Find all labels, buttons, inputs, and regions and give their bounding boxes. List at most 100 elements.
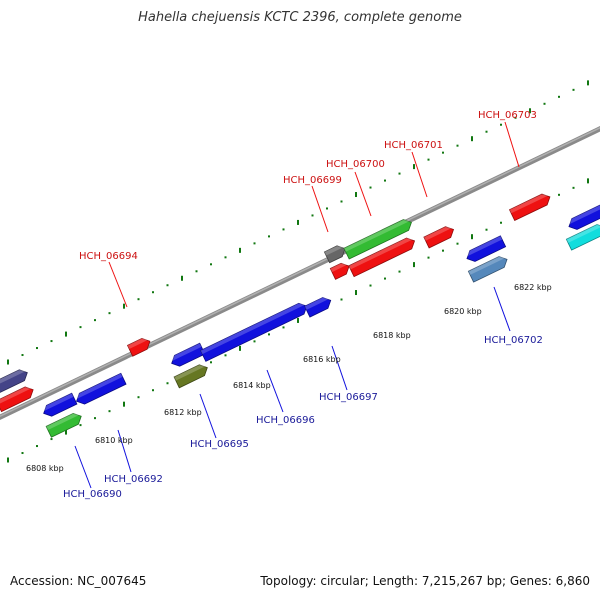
lower-scale-tick xyxy=(166,382,169,385)
gene-label-top: HCH_06699 xyxy=(283,175,342,186)
lower-scale-tick xyxy=(137,396,140,399)
gene-label-bottom: HCH_06702 xyxy=(484,335,543,346)
topology-text: Topology: circular; Length: 7,215,267 bp… xyxy=(260,574,590,588)
upper-scale-tick xyxy=(224,256,227,259)
upper-scale-tick xyxy=(340,200,343,203)
gene-olive xyxy=(173,364,208,389)
lower-scale-tick xyxy=(108,410,111,413)
upper-scale-tick xyxy=(239,247,241,253)
upper-scale-tick xyxy=(36,347,38,350)
gene-label-top: HCH_06694 xyxy=(79,251,138,262)
upper-scale-tick xyxy=(311,214,314,217)
upper-scale-tick xyxy=(500,123,502,126)
upper-scale-tick xyxy=(268,235,270,238)
gene-label-bottom: HCH_06690 xyxy=(63,489,122,500)
upper-scale-tick xyxy=(137,298,140,301)
upper-scale-tick xyxy=(355,192,357,198)
gene-label-top: HCH_06701 xyxy=(384,140,443,151)
lower-scale-tick xyxy=(36,445,38,448)
upper-scale-tick xyxy=(166,284,169,287)
lower-scale-tick xyxy=(268,333,270,336)
upper-scale-tick xyxy=(94,319,96,322)
upper-scale-tick xyxy=(253,242,256,245)
genome-title: Hahella chejuensis KCTC 2396, complete g… xyxy=(138,10,462,25)
leader-line xyxy=(266,369,284,413)
lower-scale-tick xyxy=(79,424,82,427)
scale-label: 6816 kbp xyxy=(303,355,341,364)
lower-scale-tick xyxy=(123,401,125,407)
lower-scale-tick xyxy=(558,193,560,196)
leader-line xyxy=(411,151,428,198)
scale-label: 6808 kbp xyxy=(26,464,64,473)
lower-scale-tick xyxy=(369,284,372,287)
gene-navy-left xyxy=(0,369,28,394)
lower-scale-tick xyxy=(224,354,227,357)
lower-scale-tick xyxy=(65,429,67,435)
gene-forward-4 xyxy=(348,237,416,278)
gene-forward-3 xyxy=(329,262,350,280)
lower-scale-tick xyxy=(572,186,575,189)
upper-scale-tick xyxy=(485,130,488,133)
leader-line xyxy=(311,185,329,233)
leader-line xyxy=(354,171,372,217)
lower-scale-tick xyxy=(587,178,589,184)
scale-label: 6820 kbp xyxy=(444,307,482,316)
genome-backbone xyxy=(0,126,600,420)
gene-label-bottom: HCH_06696 xyxy=(256,415,315,426)
gene-reverse-5 xyxy=(304,297,332,318)
lower-scale-tick xyxy=(94,417,96,420)
gene-gray xyxy=(323,245,346,264)
lower-scale-tick xyxy=(50,438,53,441)
lower-scale-tick xyxy=(7,457,9,463)
lower-scale-tick xyxy=(152,389,154,392)
gene-green-1 xyxy=(45,412,82,438)
leader-line xyxy=(331,345,348,391)
gene-label-top: HCH_06703 xyxy=(478,110,537,121)
lower-scale-tick xyxy=(427,256,430,259)
upper-scale-tick xyxy=(326,207,328,210)
gene-forward-6 xyxy=(508,193,551,222)
leader-line xyxy=(117,429,132,473)
upper-scale-tick xyxy=(152,291,154,294)
gene-reverse-6 xyxy=(466,235,507,262)
upper-scale-tick xyxy=(529,108,531,114)
upper-scale-tick xyxy=(456,144,459,147)
labels: HCH_06694 HCH_06699 HCH_06700 HCH_06701 HCH_… xyxy=(26,110,552,500)
gene-label-bottom: HCH_06695 xyxy=(190,439,249,450)
gene-forward-5 xyxy=(423,226,455,249)
upper-scale-tick xyxy=(427,158,430,161)
scale-label: 6810 kbp xyxy=(95,436,133,445)
gene-reverse-4 xyxy=(200,302,308,362)
upper-scale-tick xyxy=(195,270,198,273)
upper-scale-tick xyxy=(297,219,299,225)
upper-scale-tick xyxy=(123,303,125,309)
gene-green-2 xyxy=(343,219,412,260)
upper-scale-tick xyxy=(442,151,444,154)
leader-line xyxy=(493,286,511,332)
leader-line xyxy=(108,261,128,308)
upper-scale-tick xyxy=(7,359,9,365)
upper-scale-tick xyxy=(514,116,517,119)
lower-scale-tick xyxy=(340,298,343,301)
lower-scale-tick xyxy=(442,249,444,252)
gene-reverse-7 xyxy=(568,203,600,230)
lower-scale-tick xyxy=(253,340,256,343)
lower-scale-tick xyxy=(239,345,241,351)
scale-label: 6818 kbp xyxy=(373,331,411,340)
lower-scale-tick xyxy=(384,277,386,280)
accession-text: Accession: NC_007645 xyxy=(10,574,147,588)
scale-label: 6822 kbp xyxy=(514,283,552,292)
scale-label: 6812 kbp xyxy=(164,408,202,417)
upper-scale-tick xyxy=(21,354,24,357)
lower-scale-tick xyxy=(500,221,502,224)
lower-scale-tick xyxy=(297,317,299,323)
lower-scale-tick xyxy=(471,234,473,240)
label-leader-lines xyxy=(74,121,520,489)
upper-scale-tick xyxy=(282,228,285,231)
gene-label-bottom: HCH_06697 xyxy=(319,392,378,403)
upper-scale-tick xyxy=(50,340,53,343)
upper-scale-tick xyxy=(65,331,67,337)
upper-scale-tick xyxy=(398,172,401,175)
upper-scale-tick xyxy=(79,326,82,329)
